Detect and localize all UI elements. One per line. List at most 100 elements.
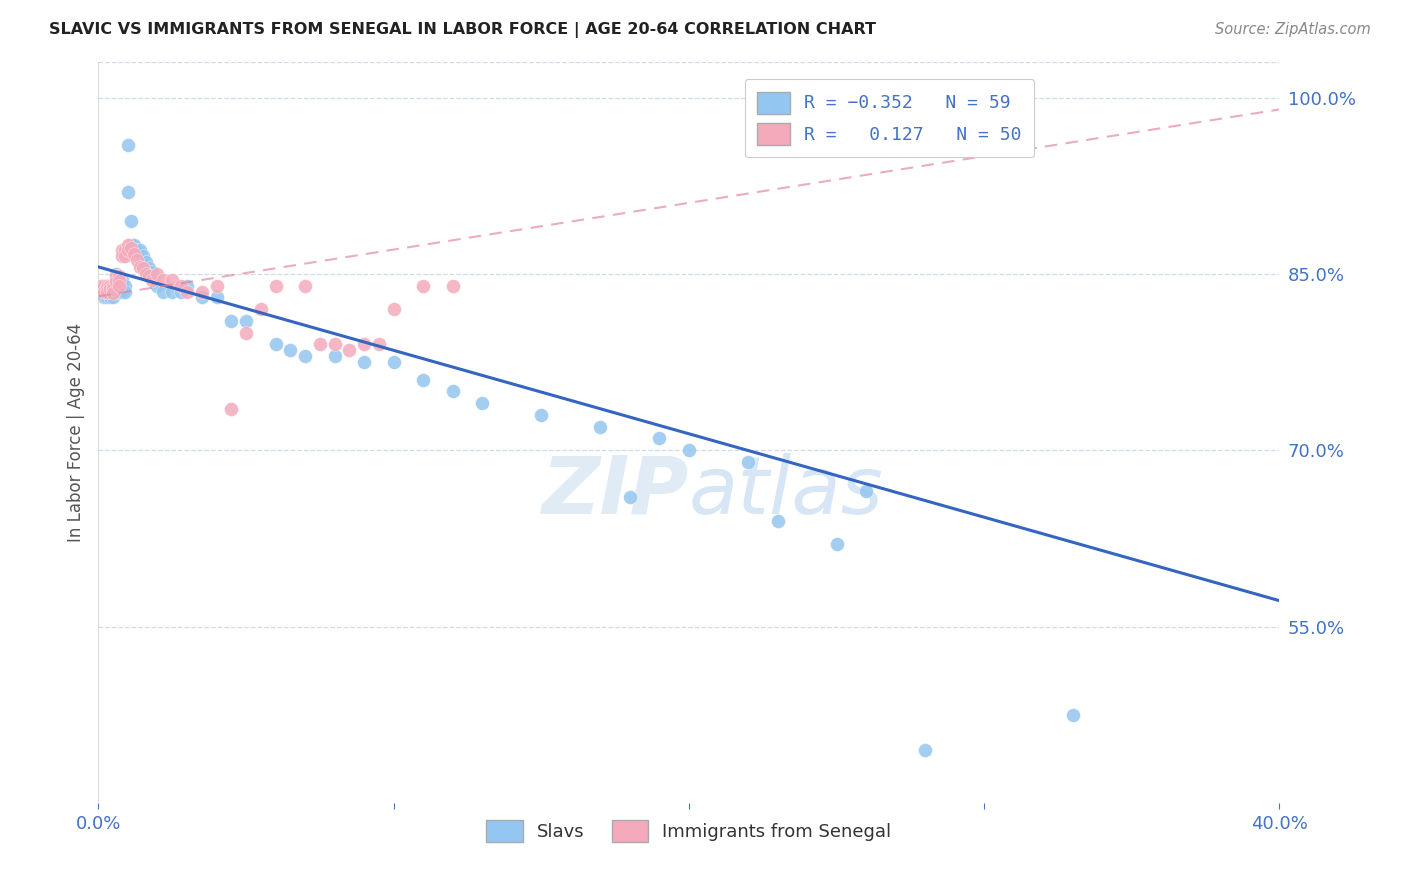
Point xyxy=(96,278,118,293)
Point xyxy=(90,278,112,293)
Point xyxy=(235,314,257,328)
Point xyxy=(125,244,148,258)
Point xyxy=(141,273,163,287)
Point xyxy=(530,408,553,422)
Point xyxy=(678,443,700,458)
Text: ZIP: ZIP xyxy=(541,453,689,531)
Point xyxy=(914,743,936,757)
Text: SLAVIC VS IMMIGRANTS FROM SENEGAL IN LABOR FORCE | AGE 20-64 CORRELATION CHART: SLAVIC VS IMMIGRANTS FROM SENEGAL IN LAB… xyxy=(49,22,876,38)
Point xyxy=(138,269,160,284)
Point xyxy=(339,343,361,358)
Point xyxy=(135,255,157,269)
Point xyxy=(105,274,128,288)
Point xyxy=(120,237,142,252)
Point xyxy=(132,261,155,276)
Point xyxy=(120,241,142,255)
Point xyxy=(96,281,118,295)
Point xyxy=(114,244,136,258)
Point xyxy=(103,285,125,299)
Point xyxy=(103,278,125,293)
Point xyxy=(353,337,375,351)
Point xyxy=(93,285,115,299)
Point xyxy=(382,302,405,317)
Point xyxy=(412,278,434,293)
Point xyxy=(96,285,118,299)
Point xyxy=(90,278,112,293)
Y-axis label: In Labor Force | Age 20-64: In Labor Force | Age 20-64 xyxy=(67,323,86,542)
Point xyxy=(152,273,174,287)
Point xyxy=(105,278,128,293)
Point xyxy=(105,267,128,281)
Point xyxy=(98,285,121,299)
Point xyxy=(114,249,136,263)
Point xyxy=(176,285,198,299)
Point xyxy=(96,278,118,293)
Point xyxy=(825,537,848,551)
Point xyxy=(205,290,228,304)
Point xyxy=(221,402,243,417)
Point xyxy=(111,285,134,299)
Point xyxy=(323,337,346,351)
Text: Source: ZipAtlas.com: Source: ZipAtlas.com xyxy=(1215,22,1371,37)
Point xyxy=(138,261,160,276)
Point xyxy=(191,290,214,304)
Point xyxy=(141,265,163,279)
Point xyxy=(103,285,125,300)
Point xyxy=(471,396,494,410)
Point xyxy=(125,252,148,267)
Point xyxy=(103,282,125,296)
Point xyxy=(250,302,273,317)
Point xyxy=(441,278,464,293)
Point xyxy=(108,278,131,293)
Point xyxy=(294,349,316,363)
Point xyxy=(170,278,193,293)
Point xyxy=(98,290,121,304)
Point xyxy=(170,285,193,299)
Point xyxy=(111,244,134,258)
Point xyxy=(93,278,115,293)
Point xyxy=(146,267,169,281)
Point xyxy=(117,237,139,252)
Point xyxy=(264,278,287,293)
Point xyxy=(205,278,228,293)
Point xyxy=(176,278,198,293)
Point xyxy=(98,278,121,293)
Point xyxy=(323,349,346,363)
Legend: Slavs, Immigrants from Senegal: Slavs, Immigrants from Senegal xyxy=(479,813,898,849)
Point xyxy=(96,285,118,299)
Point xyxy=(221,314,243,328)
Point xyxy=(766,514,789,528)
Point xyxy=(128,260,150,274)
Point xyxy=(111,278,134,293)
Point xyxy=(128,244,150,258)
Point xyxy=(619,490,641,504)
Point xyxy=(135,267,157,281)
Point xyxy=(737,455,759,469)
Point xyxy=(162,273,183,287)
Point xyxy=(111,249,134,263)
Point xyxy=(368,337,391,351)
Point xyxy=(191,285,214,299)
Point xyxy=(103,290,125,304)
Point xyxy=(111,273,134,287)
Point xyxy=(294,278,316,293)
Point xyxy=(93,290,115,304)
Text: atlas: atlas xyxy=(689,453,884,531)
Point xyxy=(132,249,155,263)
Point xyxy=(235,326,257,340)
Point xyxy=(114,278,136,293)
Point xyxy=(441,384,464,399)
Point xyxy=(146,278,169,293)
Point xyxy=(117,244,139,258)
Point xyxy=(122,237,145,252)
Point xyxy=(117,137,139,152)
Point xyxy=(309,337,332,351)
Point xyxy=(120,214,142,228)
Point xyxy=(108,274,131,288)
Point xyxy=(122,247,145,261)
Point xyxy=(108,278,131,293)
Point xyxy=(108,285,131,299)
Point xyxy=(412,373,434,387)
Point xyxy=(162,285,183,299)
Point xyxy=(108,273,131,287)
